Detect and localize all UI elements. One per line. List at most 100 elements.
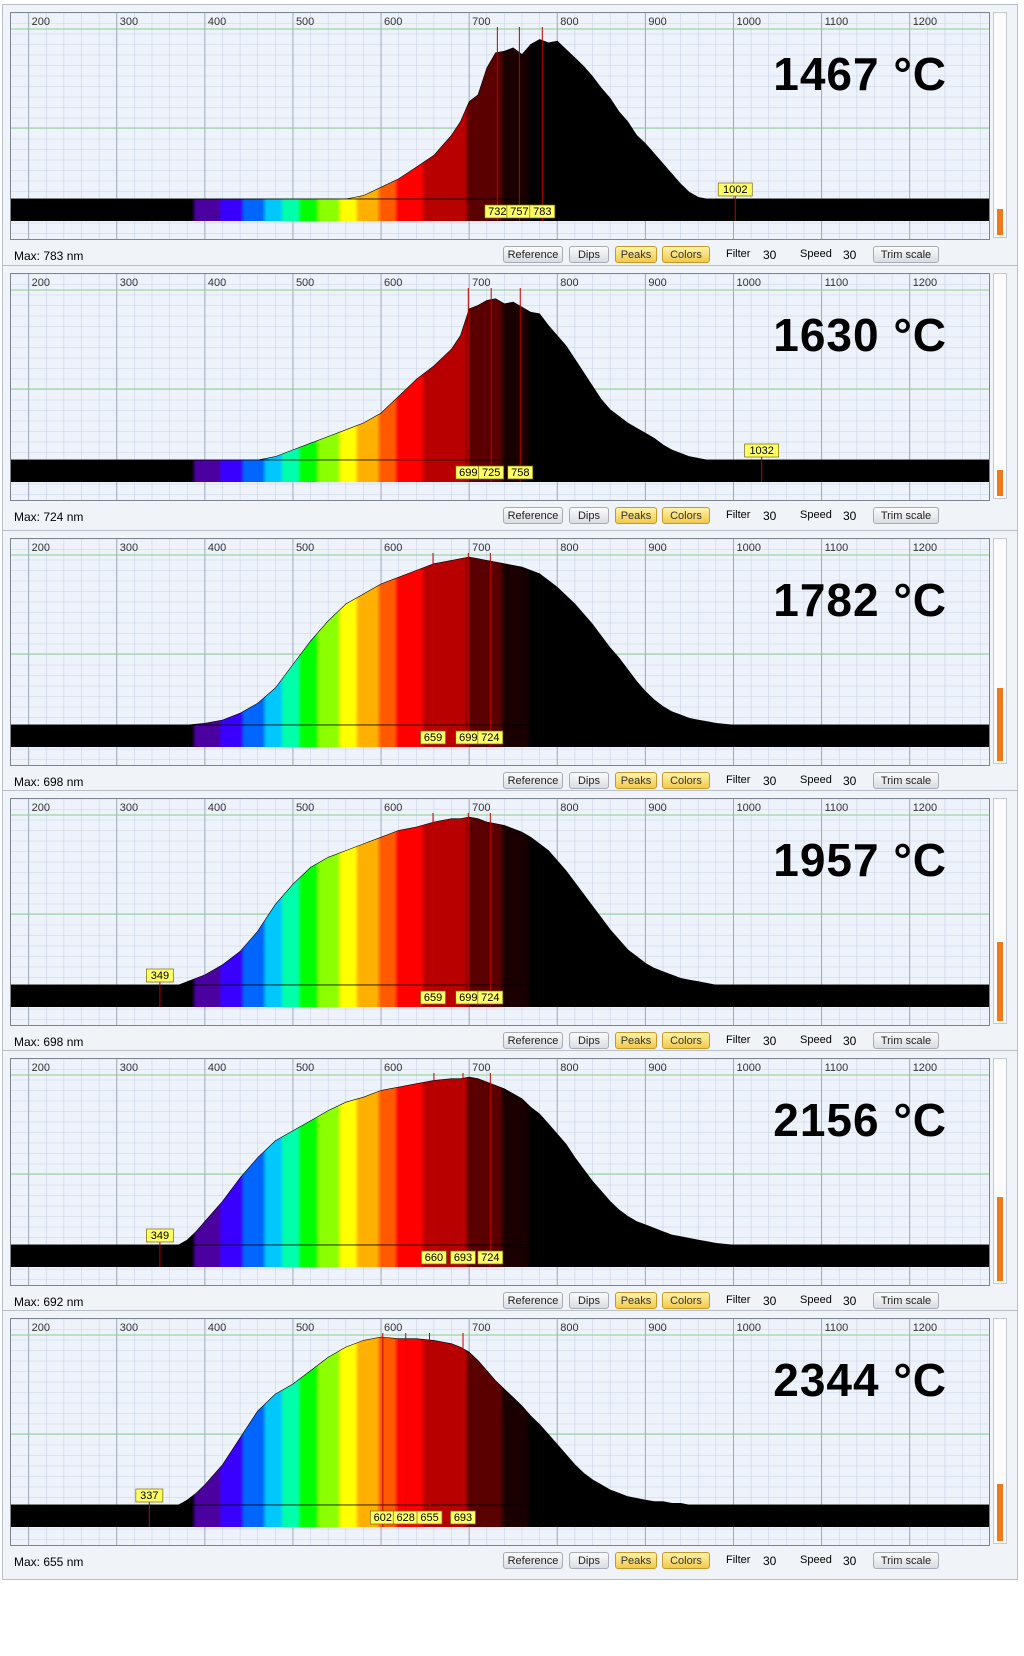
axis-tick-label: 800 — [560, 1322, 578, 1334]
max-wavelength: Max: 783 nm — [14, 249, 84, 263]
peak-label: 693 — [454, 1252, 472, 1264]
spectrum-plot: 200 300 400 500 600 700 800 900 1000 1100 1200 659 6… — [10, 538, 990, 766]
dips-button[interactable]: Dips — [569, 772, 609, 789]
speed-value[interactable]: 30 — [843, 1294, 857, 1308]
trim-scale-button[interactable]: Trim scale — [873, 246, 939, 263]
peak-label: 725 — [482, 467, 500, 479]
spectrum-plot: 200 300 400 500 600 700 800 900 1000 1100 1200 732 7… — [10, 12, 990, 240]
temperature-label: 1630 °C — [773, 309, 947, 361]
peaks-button[interactable]: Peaks — [615, 1552, 657, 1569]
colors-button[interactable]: Colors — [662, 246, 710, 263]
spectrum-strip — [11, 1505, 989, 1527]
peak-label-box[interactable] — [478, 465, 505, 480]
speed-value[interactable]: 30 — [843, 509, 857, 523]
level-meter — [993, 273, 1007, 499]
dip-label-box[interactable] — [146, 1228, 174, 1243]
dip-label-box[interactable] — [717, 182, 753, 197]
dips-button[interactable]: Dips — [569, 1552, 609, 1569]
trim-scale-button[interactable]: Trim scale — [873, 507, 939, 524]
axis-tick-label: 800 — [560, 802, 578, 814]
filter-value[interactable]: 30 — [763, 1034, 777, 1048]
axis-tick-label: 1100 — [825, 542, 849, 554]
speed-label: Speed — [800, 1294, 832, 1306]
dips-button[interactable]: Dips — [569, 1292, 609, 1309]
speed-value[interactable]: 30 — [843, 1554, 857, 1568]
peak-label-box[interactable] — [477, 730, 504, 745]
peak-label-box[interactable] — [420, 730, 446, 745]
reference-button[interactable]: Reference — [503, 1032, 563, 1049]
peak-label: 699 — [459, 467, 477, 479]
speed-value[interactable]: 30 — [843, 248, 857, 262]
spectrum-svg: 200 300 400 500 600 700 800 900 1000 1100 1200 732 7… — [11, 13, 989, 239]
trim-scale-button[interactable]: Trim scale — [873, 1032, 939, 1049]
axis-tick-label: 900 — [648, 16, 666, 28]
dip-label-box[interactable] — [744, 443, 780, 458]
trim-scale-button[interactable]: Trim scale — [873, 1552, 939, 1569]
dip-label: 349 — [151, 1230, 169, 1242]
axis-tick-label: 1100 — [825, 1322, 849, 1334]
spectrum-panel: 200 300 400 500 600 700 800 900 1000 1100 1200 659 6… — [2, 530, 1018, 800]
axis-tick-label: 200 — [32, 542, 50, 554]
peak-label-box[interactable] — [420, 990, 446, 1005]
peaks-button[interactable]: Peaks — [615, 1032, 657, 1049]
reference-button[interactable]: Reference — [503, 1292, 563, 1309]
speed-label: Speed — [800, 509, 832, 521]
colors-button[interactable]: Colors — [662, 1292, 710, 1309]
temperature-label: 1957 °C — [773, 834, 947, 886]
speed-label: Speed — [800, 1034, 832, 1046]
axis-tick-label: 500 — [296, 1322, 314, 1334]
spectrum-panel: 200 300 400 500 600 700 800 900 1000 1100 1200 732 7… — [2, 4, 1018, 274]
reference-button[interactable]: Reference — [503, 1552, 563, 1569]
level-meter — [993, 1318, 1007, 1544]
axis-tick-label: 700 — [472, 16, 490, 28]
filter-value[interactable]: 30 — [763, 248, 777, 262]
speed-value[interactable]: 30 — [843, 774, 857, 788]
peak-label-box[interactable] — [529, 204, 556, 219]
spectrum-svg: 200 300 400 500 600 700 800 900 1000 1100 1200 699 7… — [11, 274, 989, 500]
speed-value[interactable]: 30 — [843, 1034, 857, 1048]
peaks-button[interactable]: Peaks — [615, 772, 657, 789]
dip-label-box[interactable] — [146, 968, 174, 983]
dips-button[interactable]: Dips — [569, 246, 609, 263]
dips-button[interactable]: Dips — [569, 1032, 609, 1049]
axis-tick-label: 400 — [208, 277, 226, 289]
spectrum-panel: 200 300 400 500 600 700 800 900 1000 1100 1200 660 6… — [2, 1050, 1018, 1320]
dip-label: 1002 — [723, 184, 747, 196]
colors-button[interactable]: Colors — [662, 772, 710, 789]
filter-value[interactable]: 30 — [763, 1554, 777, 1568]
peak-label-box[interactable] — [477, 990, 504, 1005]
spectrum-plot: 200 300 400 500 600 700 800 900 1000 1100 1200 602 6… — [10, 1318, 990, 1546]
dip-label-box[interactable] — [135, 1488, 164, 1503]
spectrum-panel: 200 300 400 500 600 700 800 900 1000 1100 1200 602 6… — [2, 1310, 1018, 1580]
reference-button[interactable]: Reference — [503, 246, 563, 263]
colors-button[interactable]: Colors — [662, 1032, 710, 1049]
filter-value[interactable]: 30 — [763, 509, 777, 523]
peak-label-box[interactable] — [421, 1250, 447, 1265]
axis-tick-label: 1200 — [913, 277, 937, 289]
spectrum-svg: 200 300 400 500 600 700 800 900 1000 1100 1200 660 6… — [11, 1059, 989, 1285]
peaks-button[interactable]: Peaks — [615, 246, 657, 263]
reference-button[interactable]: Reference — [503, 772, 563, 789]
filter-value[interactable]: 30 — [763, 774, 777, 788]
peak-label-box[interactable] — [477, 1250, 504, 1265]
level-meter-fill — [997, 470, 1003, 496]
peak-label-box[interactable] — [416, 1510, 443, 1525]
trim-scale-button[interactable]: Trim scale — [873, 772, 939, 789]
colors-button[interactable]: Colors — [662, 1552, 710, 1569]
peaks-button[interactable]: Peaks — [615, 1292, 657, 1309]
axis-tick-label: 900 — [648, 1322, 666, 1334]
axis-tick-label: 1200 — [913, 1322, 937, 1334]
trim-scale-button[interactable]: Trim scale — [873, 1292, 939, 1309]
peak-label-box[interactable] — [507, 465, 534, 480]
peak-label-box[interactable] — [450, 1250, 476, 1265]
level-meter-fill — [997, 688, 1003, 761]
axis-tick-label: 1200 — [913, 1062, 937, 1074]
filter-value[interactable]: 30 — [763, 1294, 777, 1308]
dips-button[interactable]: Dips — [569, 507, 609, 524]
status-bar: Max: 724 nm Reference Dips Peaks Colors Trim … — [3, 502, 1017, 532]
peak-label-box[interactable] — [450, 1510, 476, 1525]
colors-button[interactable]: Colors — [662, 507, 710, 524]
peak-label: 699 — [459, 732, 477, 744]
reference-button[interactable]: Reference — [503, 507, 563, 524]
peaks-button[interactable]: Peaks — [615, 507, 657, 524]
